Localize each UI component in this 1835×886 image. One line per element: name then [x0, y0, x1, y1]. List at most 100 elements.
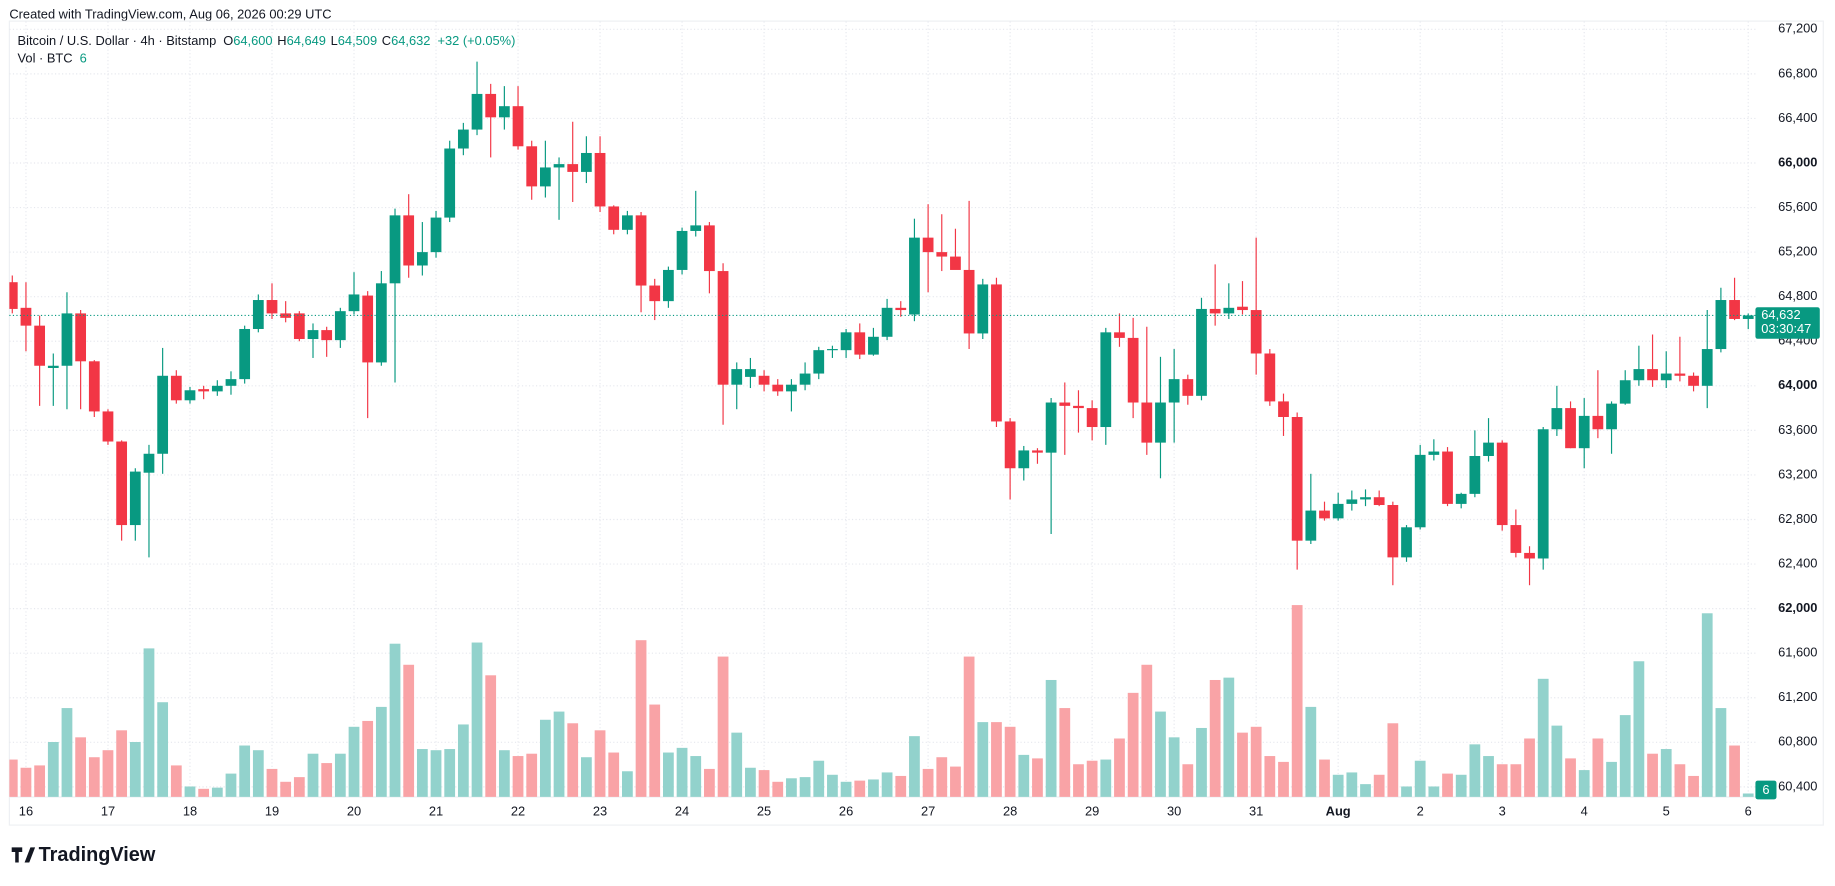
volume-bar: [1469, 744, 1481, 797]
logo-icon: [11, 847, 36, 863]
volume-bar: [868, 779, 879, 797]
candle-body: [75, 313, 87, 362]
candle-body: [1223, 307, 1235, 314]
candle-body: [1237, 306, 1248, 311]
y-tick-label: 66,800: [1778, 65, 1817, 80]
volume-bar: [430, 750, 442, 797]
candle-body: [1469, 455, 1481, 494]
volume-legend: Vol · BTC 6: [18, 51, 87, 66]
candle-body: [1182, 379, 1194, 396]
candle-body: [991, 284, 1002, 422]
candle-body: [1387, 505, 1399, 558]
volume-bar: [922, 768, 934, 797]
volume-bar: [1496, 764, 1508, 797]
candle-body: [1524, 552, 1535, 559]
volume-bar: [512, 756, 524, 797]
candle-body: [512, 106, 524, 147]
volume-bar: [526, 753, 538, 797]
candle-body: [1565, 408, 1576, 449]
volume-bar: [676, 747, 688, 797]
volume-bar: [9, 759, 18, 797]
candle-body: [1073, 405, 1084, 409]
volume-tag: [1755, 780, 1777, 800]
candle-body: [1428, 451, 1440, 455]
candle-body: [1032, 450, 1043, 453]
candle-body: [403, 215, 415, 266]
volume-bar: [1742, 793, 1754, 797]
volume-bar: [1278, 761, 1289, 797]
volume-bar: [1428, 786, 1440, 797]
volume-bar: [1059, 708, 1071, 797]
volume-bar: [881, 772, 893, 797]
candle-body: [239, 328, 251, 380]
volume-bar: [157, 702, 169, 797]
candle-body: [717, 271, 729, 385]
volume-bar: [717, 656, 729, 797]
volume-bar: [827, 774, 838, 797]
candle-body: [922, 237, 934, 253]
candle-body: [1168, 379, 1180, 403]
candle-body: [950, 256, 961, 270]
candle-body: [1701, 349, 1713, 386]
legend-key: O: [223, 34, 233, 49]
candle-body: [1592, 415, 1604, 430]
candle-body: [868, 336, 879, 355]
volume-bar: [786, 778, 797, 797]
candle-body: [1455, 493, 1467, 504]
candle-body: [799, 373, 811, 385]
volume-bar: [280, 781, 292, 797]
volume-bar: [1729, 745, 1740, 797]
volume-bar: [635, 640, 647, 797]
volume-bar: [745, 767, 756, 797]
volume-bar: [1223, 677, 1235, 797]
volume-bar: [348, 726, 360, 797]
legend-value: 64,509: [338, 34, 377, 49]
volume-bar: [1551, 725, 1563, 797]
candle-body: [362, 295, 374, 363]
y-tick-label: 64,000: [1778, 377, 1817, 392]
candle-body: [1086, 408, 1098, 428]
last-price-tag: [1755, 307, 1820, 339]
grid: [9, 21, 1756, 797]
candle-body: [293, 313, 305, 340]
candle-body: [225, 379, 237, 386]
legend: Bitcoin / U.S. Dollar · 4h · Bitstamp O64…: [18, 34, 516, 49]
candle-body: [430, 217, 442, 253]
candle-body: [936, 252, 948, 257]
volume-bar: [1196, 727, 1207, 797]
volume-bar: [895, 775, 907, 797]
y-tick-label: 62,400: [1778, 555, 1817, 570]
candle-body: [772, 384, 784, 392]
volume-bar: [1127, 692, 1139, 797]
candle-body: [909, 237, 920, 315]
candle-body: [88, 361, 100, 412]
candle-body: [198, 389, 210, 392]
countdown-label: 03:30:47: [1761, 321, 1811, 336]
volume-bar: [211, 787, 223, 797]
y-tick-label: 64,800: [1778, 288, 1817, 303]
candle-body: [321, 330, 333, 341]
candle-body: [1633, 369, 1645, 381]
candle-body: [252, 300, 264, 329]
volume-bar: [1674, 764, 1686, 797]
volume-bar: [1291, 605, 1303, 797]
y-tick-label: 60,800: [1778, 734, 1817, 749]
candle-body: [9, 282, 18, 309]
candle-body: [34, 325, 46, 366]
candle-body: [1414, 454, 1426, 528]
candle-body: [635, 215, 647, 286]
volume-bar: [909, 736, 920, 797]
candle-body: [170, 375, 182, 401]
volume-bar: [950, 766, 961, 797]
volume-bar: [307, 753, 319, 797]
candle-body: [389, 215, 401, 284]
volume-bar: [334, 753, 346, 797]
candle-body: [1004, 421, 1016, 469]
x-tick-label: 18: [183, 804, 197, 819]
volume-bar: [184, 786, 196, 797]
volume-bar: [1209, 679, 1221, 797]
legend-value: 64,649: [287, 34, 326, 49]
volume-bar: [690, 756, 702, 797]
candle-body: [211, 385, 223, 392]
